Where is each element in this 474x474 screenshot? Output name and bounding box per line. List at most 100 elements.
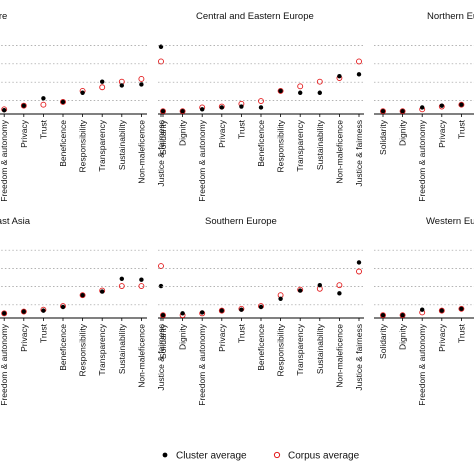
tick-label: Freedom & autonomy: [417, 119, 427, 201]
tick-label: Transparency: [97, 119, 107, 171]
legend-marker-cluster: [162, 452, 168, 458]
tick-label: Justice & fairness: [354, 120, 364, 187]
tick-label: Transparency: [97, 323, 107, 375]
tick-label: Sustainability: [315, 119, 325, 170]
corpus-point: [399, 312, 406, 319]
tick-label: Beneficence: [58, 324, 68, 371]
corpus-point: [20, 308, 27, 315]
cluster-point: [239, 307, 244, 312]
panel-title: South/East Asia: [0, 216, 31, 227]
cluster-point: [380, 108, 386, 114]
cluster-point: [400, 108, 405, 114]
tick-label: Solidarity: [378, 323, 388, 359]
tick-label: Sustainability: [117, 119, 127, 170]
tick-label: Freedom & autonomy: [0, 323, 9, 405]
cluster-point: [139, 277, 144, 282]
tick-label: Justice & fairness: [354, 324, 364, 391]
cluster-point: [258, 304, 264, 310]
cluster-point: [400, 312, 405, 318]
cluster-point: [459, 306, 464, 312]
panel-northern-europe: Northern Europe Solidarity Dignity Freedom …: [374, 11, 474, 202]
panel-south-east-asia: South/East AsiaSolidarityDignityFreedom …: [0, 216, 166, 406]
cluster-point: [337, 291, 342, 296]
panel-title: Anglosphere: [0, 11, 7, 22]
cluster-point: [60, 304, 66, 310]
tick-label: Solidarity: [158, 323, 168, 359]
cluster-point: [21, 103, 26, 108]
panel-anglosphere: AnglosphereSolidarityDignityFreedom & au…: [0, 11, 166, 202]
panel-title: Southern Europe: [205, 216, 277, 227]
tick-label: Beneficence: [58, 120, 68, 167]
cluster-point: [278, 88, 283, 94]
cluster-point: [439, 308, 444, 313]
cluster-point: [278, 296, 283, 301]
cluster-point: [180, 311, 185, 316]
cluster-point: [298, 90, 303, 95]
corpus-point: [458, 101, 465, 108]
tick-label: Freedom & autonomy: [197, 119, 207, 201]
cluster-point: [160, 312, 166, 318]
tick-label: Privacy: [217, 119, 227, 148]
cluster-point: [139, 82, 144, 87]
corpus-point: [99, 84, 106, 91]
cluster-point: [420, 307, 425, 312]
cluster-point: [80, 292, 85, 298]
tick-label: Dignity: [398, 119, 408, 146]
cluster-point: [337, 74, 342, 79]
tick-label: Justice & fairness: [156, 120, 166, 187]
panel-southern-europe: Southern Europe Solidarity Dignity Freedom …: [158, 216, 364, 406]
tick-label: Privacy: [217, 323, 227, 352]
corpus-point: [277, 87, 284, 94]
cluster-point: [219, 308, 224, 313]
corpus-point: [118, 283, 125, 290]
corpus-point: [40, 101, 47, 108]
cluster-point: [356, 72, 362, 77]
tick-label: Dignity: [178, 323, 188, 350]
cluster-point: [439, 103, 444, 108]
tick-label: Privacy: [437, 323, 447, 352]
tick-label: Trust: [38, 119, 48, 139]
tick-label: Trust: [236, 323, 246, 343]
tick-label: Beneficence: [256, 324, 266, 371]
panel-title: Central and Eastern Europe: [196, 11, 314, 22]
tick-label: Trust: [236, 119, 246, 139]
cluster-point: [239, 104, 244, 109]
corpus-point: [438, 307, 445, 314]
cluster-point: [200, 310, 205, 315]
tick-label: Freedom & autonomy: [0, 119, 9, 201]
panel-central-and-eastern-europe: Central and Eastern Europe Solidarity Dign…: [158, 11, 364, 202]
cluster-point: [119, 276, 125, 281]
corpus-point: [336, 282, 343, 289]
cluster-point: [317, 90, 322, 95]
tick-label: Responsibility: [276, 119, 286, 172]
tick-label: Trust: [456, 323, 466, 343]
tick-label: Solidarity: [378, 119, 388, 155]
cluster-point: [41, 96, 46, 101]
tick-label: Freedom & autonomy: [197, 323, 207, 405]
corpus-point: [1, 310, 8, 317]
legend-marker-corpus: [273, 451, 281, 459]
corpus-point: [160, 108, 166, 115]
tick-label: Responsibility: [78, 119, 88, 172]
tick-label: Dignity: [178, 119, 188, 146]
cluster-point: [100, 289, 105, 294]
corpus-point: [158, 58, 164, 65]
tick-label: Solidarity: [158, 119, 168, 155]
cluster-point: [298, 288, 303, 293]
corpus-point: [356, 268, 362, 275]
cluster-point: [1, 108, 7, 113]
cluster-point: [356, 260, 362, 265]
legend-label-corpus: Corpus average: [288, 451, 360, 462]
tick-label: Non-maleficence: [334, 120, 344, 184]
tick-label: Dignity: [398, 323, 408, 350]
panels-group: Anglosphere Solidarity Dignity Freedom & au…: [0, 11, 474, 406]
tick-label: Justice & fairness: [156, 324, 166, 391]
cluster-point: [380, 312, 386, 318]
corpus-point: [218, 307, 225, 314]
tick-label: Transparency: [295, 119, 305, 171]
corpus-point: [138, 283, 145, 290]
tick-label: Freedom & autonomy: [417, 323, 427, 405]
cluster-point: [219, 105, 224, 110]
tick-label: Trust: [38, 323, 48, 343]
